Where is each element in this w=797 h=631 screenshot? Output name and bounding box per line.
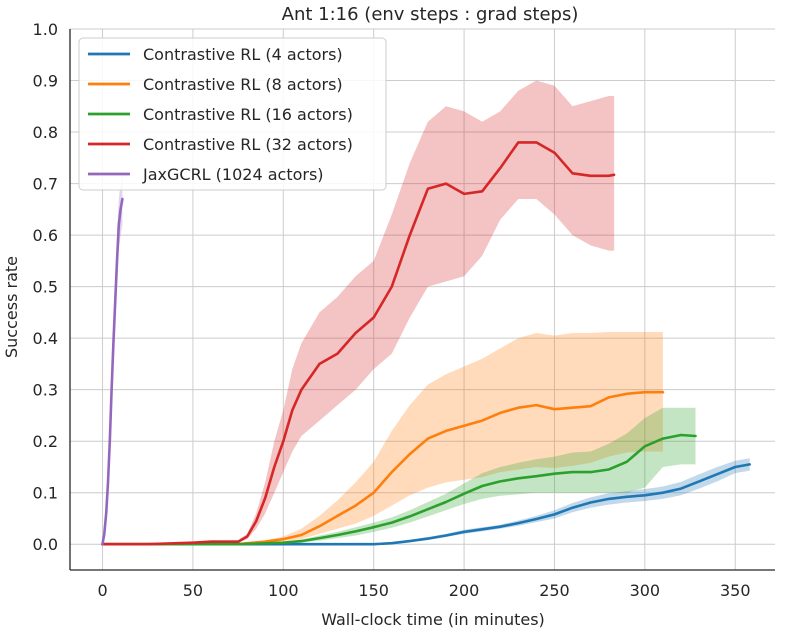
legend-label: JaxGCRL (1024 actors) bbox=[142, 165, 324, 184]
series-band-2 bbox=[102, 407, 696, 545]
x-tick-label: 50 bbox=[183, 581, 203, 600]
axes bbox=[69, 29, 775, 571]
x-tick-label: 100 bbox=[268, 581, 299, 600]
x-tick-label: 250 bbox=[539, 581, 570, 600]
series-band-1 bbox=[102, 332, 663, 545]
y-tick-label: 0.9 bbox=[33, 72, 58, 91]
y-tick-label: 0.5 bbox=[33, 278, 58, 297]
legend-items: Contrastive RL (4 actors) Contrastive RL … bbox=[88, 45, 353, 184]
x-tick-label: 350 bbox=[720, 581, 751, 600]
chart-title: Ant 1:16 (env steps : grad steps) bbox=[282, 4, 579, 25]
series-line-0 bbox=[101, 463, 752, 546]
x-tick-label: 300 bbox=[630, 581, 661, 600]
grid-lines bbox=[70, 28, 775, 570]
legend-label: Contrastive RL (16 actors) bbox=[143, 105, 353, 124]
x-tick-label: 200 bbox=[449, 581, 480, 600]
y-tick-label: 0.0 bbox=[33, 535, 58, 554]
legend-box bbox=[78, 37, 387, 191]
y-axis-label: Success rate bbox=[2, 256, 21, 358]
legend: Contrastive RL (4 actors) Contrastive RL … bbox=[78, 37, 387, 191]
legend-label: Contrastive RL (32 actors) bbox=[143, 135, 353, 154]
tick-labels: 0 50 100 150 200 250 300 350 0.0 0.1 0.2 0.3 0.4 0.5 0… bbox=[33, 20, 751, 600]
x-tick-label: 0 bbox=[97, 581, 107, 600]
series-lines bbox=[101, 141, 752, 546]
y-tick-label: 0.1 bbox=[33, 484, 58, 503]
series-line-3 bbox=[101, 141, 616, 546]
series-line-4 bbox=[101, 197, 124, 546]
y-tick-label: 0.8 bbox=[33, 123, 58, 142]
y-tick-label: 0.3 bbox=[33, 381, 58, 400]
series-band-3 bbox=[102, 80, 615, 545]
y-tick-label: 0.6 bbox=[33, 226, 58, 245]
x-tick-label: 150 bbox=[358, 581, 389, 600]
y-tick-label: 1.0 bbox=[33, 20, 58, 39]
x-axis-label: Wall-clock time (in minutes) bbox=[321, 610, 545, 629]
y-tick-label: 0.7 bbox=[33, 175, 58, 194]
legend-label: Contrastive RL (8 actors) bbox=[143, 75, 343, 94]
y-tick-label: 0.4 bbox=[33, 329, 58, 348]
y-tick-label: 0.2 bbox=[33, 432, 58, 451]
legend-label: Contrastive RL (4 actors) bbox=[143, 45, 343, 64]
series-band-0 bbox=[102, 458, 750, 545]
series-line-2 bbox=[101, 433, 697, 546]
